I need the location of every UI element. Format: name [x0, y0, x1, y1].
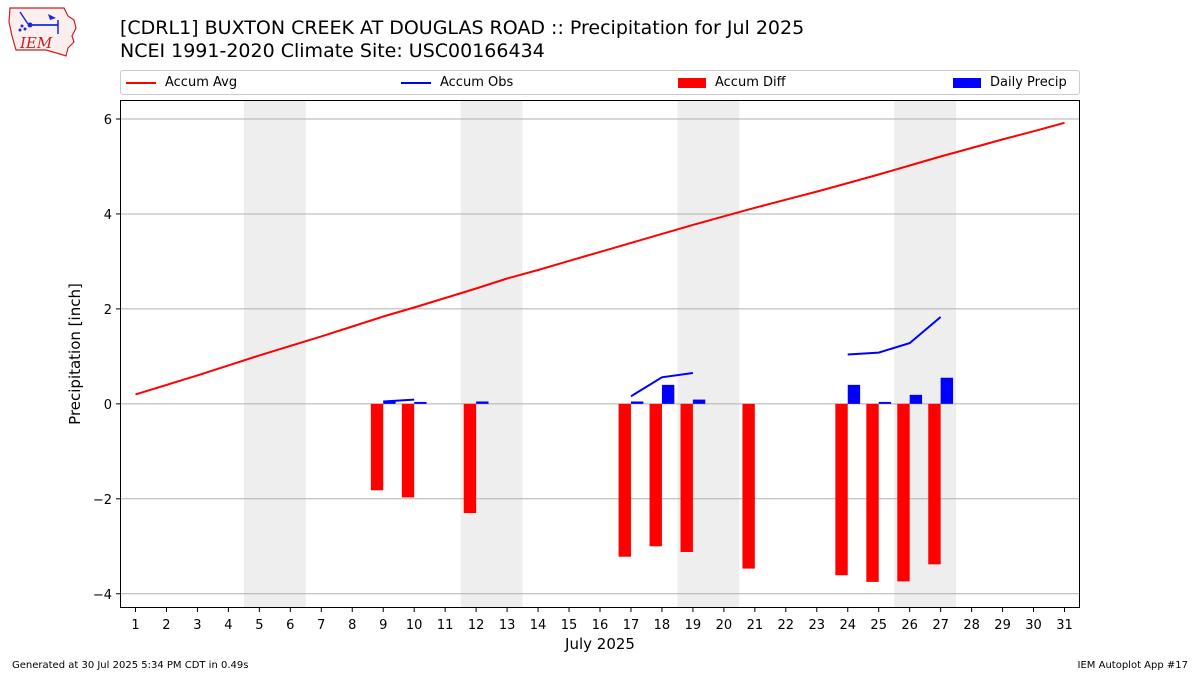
logo-text: IEM [19, 34, 53, 52]
y-axis-label: Precipitation [inch] [66, 283, 84, 425]
legend-item-accum-avg: Accum Avg [126, 71, 237, 94]
x-tick-label: 23 [809, 618, 826, 633]
x-tick-label: 6 [286, 618, 294, 633]
x-tick-label: 29 [994, 618, 1011, 633]
accum-obs-line [630, 372, 694, 398]
grid-lines [120, 118, 1080, 595]
x-tick-label: 4 [224, 618, 232, 633]
y-tick-label: 2 [104, 303, 112, 318]
footer-app: IEM Autoplot App #17 [1077, 660, 1188, 671]
accum-diff-bar [897, 403, 910, 582]
legend-label: Daily Precip [990, 75, 1067, 90]
x-tick-label: 2 [162, 618, 170, 633]
accum-diff-bar [742, 403, 755, 569]
y-tick-label: 0 [104, 398, 112, 413]
x-tick-label: 18 [654, 618, 671, 633]
x-axis-label: July 2025 [564, 635, 635, 653]
x-tick-label: 21 [747, 618, 764, 633]
accum-diff-bar [680, 403, 693, 552]
weekend-band [677, 100, 740, 608]
bars [370, 377, 954, 582]
x-tick-label: 9 [379, 618, 387, 633]
y-tick-label: −4 [93, 588, 112, 603]
accum-diff-bar [835, 403, 848, 576]
daily-precip-bar [661, 384, 675, 404]
daily-precip-bar [847, 384, 861, 404]
x-tick-label: 13 [499, 618, 516, 633]
accum-diff-bar [928, 403, 941, 565]
daily-precip-bar [909, 394, 923, 404]
x-tick-label: 19 [685, 618, 702, 633]
x-tick-label: 3 [193, 618, 201, 633]
accum-obs-line [383, 398, 415, 403]
y-tick-label: 4 [104, 208, 112, 223]
y-axis-ticks: −4 −2 0 2 4 6 [93, 113, 120, 603]
daily-precip-bar [414, 401, 427, 404]
daily-precip-bar [383, 401, 396, 404]
daily-precip-bar [878, 401, 892, 404]
x-tick-label: 22 [778, 618, 795, 633]
accum-diff-bar [866, 403, 879, 582]
x-tick-label: 7 [317, 618, 325, 633]
plot-frame [120, 100, 1080, 608]
daily-precip-bar [630, 401, 644, 404]
legend-swatch [678, 77, 706, 88]
x-tick-label: 8 [348, 618, 356, 633]
daily-precip-bar [476, 401, 489, 404]
x-tick-label: 11 [437, 618, 454, 633]
x-tick-label: 26 [901, 618, 918, 633]
y-tick-label: −2 [93, 493, 112, 508]
accum-diff-bar [618, 403, 631, 557]
accum-diff-bar [649, 403, 662, 547]
accum-obs-line [847, 316, 942, 356]
footer-generated: Generated at 30 Jul 2025 5:34 PM CDT in … [12, 660, 249, 671]
x-tick-label: 28 [963, 618, 980, 633]
accum-diff-bar [401, 403, 415, 498]
y-tick-label: 6 [104, 113, 112, 128]
lines [135, 121, 1065, 403]
iem-logo: IEM [8, 7, 77, 57]
x-tick-label: 24 [839, 618, 856, 633]
legend-swatch [401, 81, 431, 84]
x-tick-label: 1 [131, 618, 139, 633]
x-tick-label: 31 [1056, 618, 1073, 633]
chart-title: [CDRL1] BUXTON CREEK AT DOUGLAS ROAD :: … [120, 17, 805, 39]
x-tick-label: 15 [561, 618, 578, 633]
legend-swatch [126, 81, 156, 84]
legend-swatch [953, 77, 981, 88]
legend-label: Accum Diff [715, 75, 786, 90]
x-tick-label: 27 [932, 618, 949, 633]
weekend-band [243, 100, 306, 608]
weekend-band [894, 100, 957, 608]
daily-precip-bar [940, 377, 954, 404]
daily-precip-bar [692, 399, 706, 404]
x-tick-label: 16 [592, 618, 609, 633]
accum-avg-line [135, 121, 1065, 396]
x-tick-label: 5 [255, 618, 263, 633]
legend-item-accum-obs: Accum Obs [401, 71, 513, 94]
legend-item-accum-diff: Accum Diff [678, 71, 786, 94]
x-tick-label: 17 [623, 618, 640, 633]
accum-diff-bar [370, 403, 384, 491]
x-tick-label: 14 [530, 618, 547, 633]
accum-diff-bar [463, 403, 477, 514]
legend-item-daily-precip: Daily Precip [953, 71, 1067, 94]
x-tick-label: 30 [1025, 618, 1042, 633]
x-tick-label: 20 [716, 618, 733, 633]
legend-label: Accum Avg [165, 75, 238, 90]
chart-subtitle: NCEI 1991-2020 Climate Site: USC00166434 [120, 40, 545, 62]
x-axis-ticks: 1 2 3 4 5 6 7 8 9 10 11 12 13 14 15 16 17 18 19 20 21 22 23 24 2… [131, 608, 1073, 633]
weekend-shading [243, 100, 957, 608]
x-tick-label: 12 [468, 618, 485, 633]
chart-legend: Accum Avg Accum Obs Accum Diff Daily Pre… [120, 70, 1080, 95]
x-tick-label: 25 [870, 618, 887, 633]
legend-label: Accum Obs [440, 75, 514, 90]
weekend-band [460, 100, 523, 608]
x-tick-label: 10 [406, 618, 423, 633]
